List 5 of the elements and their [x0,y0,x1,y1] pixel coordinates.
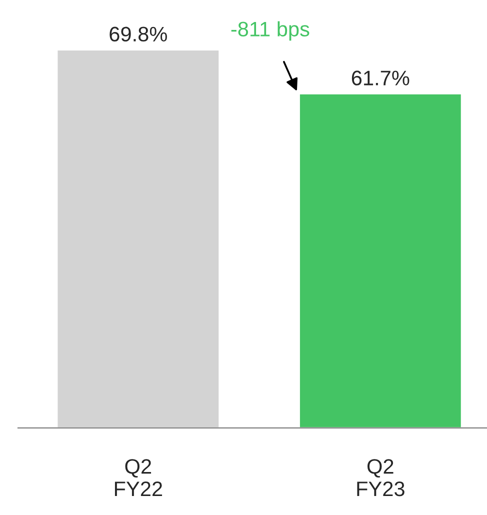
x-tick-label: Q2 FY23 [357,459,404,496]
data-label: 69.8% [110,26,167,42]
text: -811 bps [231,21,310,41]
x-tick-label: Q2 FY22 [114,459,162,496]
data-label: 61.7% [352,70,410,86]
